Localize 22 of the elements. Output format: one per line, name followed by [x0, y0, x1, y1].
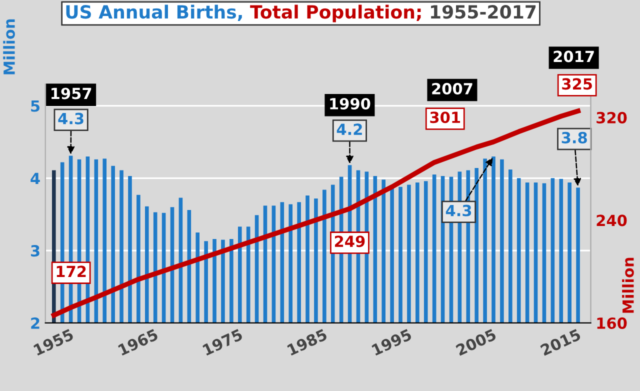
- annotation: 249: [334, 236, 365, 248]
- annotation: 325: [562, 78, 592, 90]
- annotation: 301: [430, 112, 460, 124]
- annotation: 2007: [432, 82, 472, 94]
- y2-tick-label: 320: [596, 112, 627, 124]
- chart-title: US Annual Births, Total Population; 1955-2017: [66, 4, 536, 22]
- annotation: 1990: [330, 98, 370, 110]
- annotation: 3.8: [562, 132, 587, 144]
- y-tick-label: 4: [30, 172, 40, 184]
- annotation: 4.3: [446, 204, 472, 216]
- y2-tick-label: 240: [596, 214, 627, 226]
- annotation: 1957: [52, 88, 92, 100]
- annotation: 172: [56, 266, 86, 278]
- annotation: 4.2: [336, 124, 362, 135]
- annotation: 4.3: [58, 112, 84, 124]
- text: 2017: [554, 50, 594, 62]
- y-axis-title: Million: [3, 19, 15, 74]
- y-tick-label: 5: [31, 100, 40, 112]
- y-tick-label: 2: [31, 317, 40, 329]
- y2-axis-title: Million: [622, 258, 634, 313]
- y-tick-label: 3: [30, 245, 40, 257]
- y2-tick-label: 160: [597, 317, 627, 329]
